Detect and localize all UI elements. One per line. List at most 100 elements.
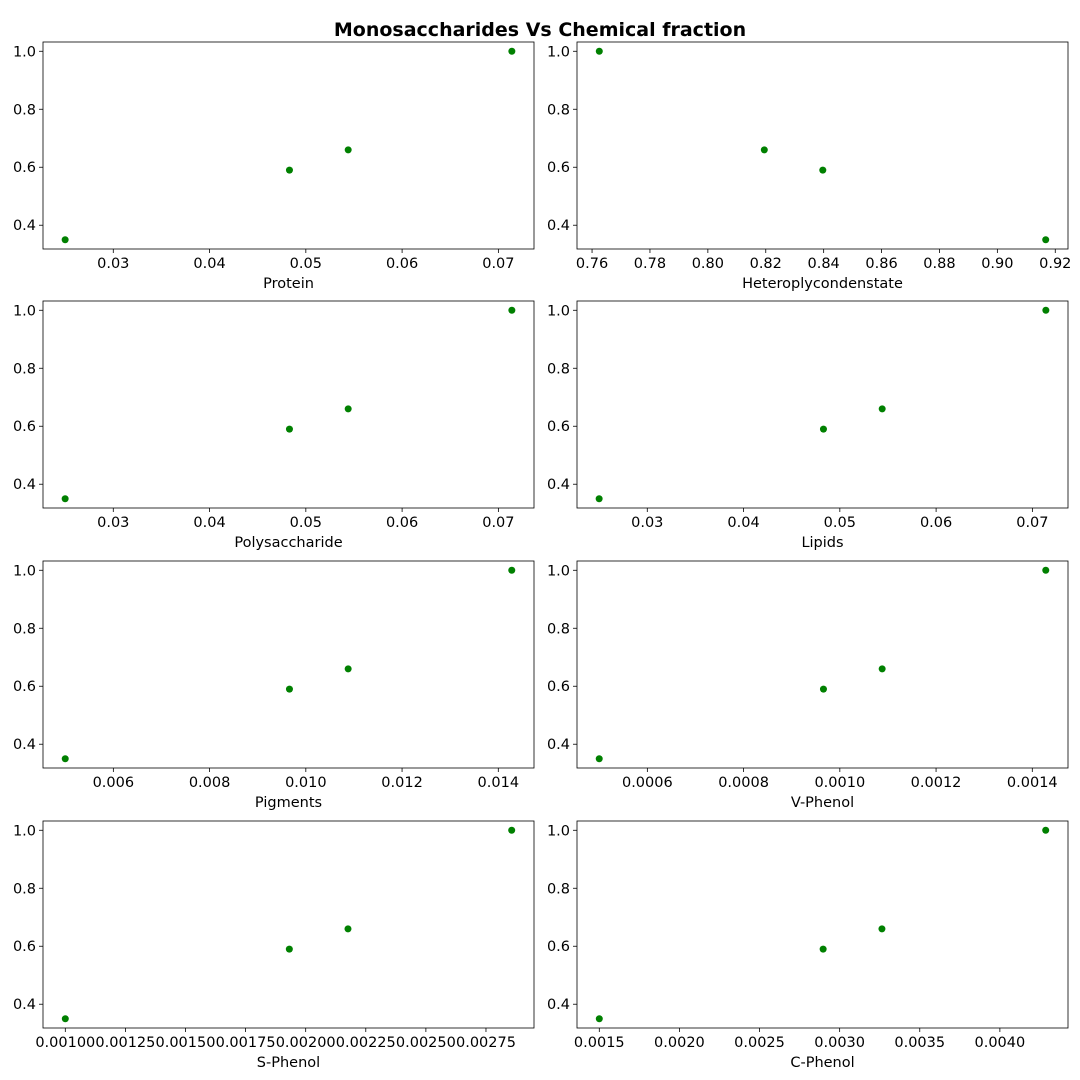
- y-tick-label: 0.8: [547, 621, 570, 637]
- x-tick-label: 0.00150: [156, 1035, 216, 1051]
- data-point: [595, 495, 603, 503]
- x-tick-label: 0.82: [750, 256, 782, 272]
- y-tick-label: 1.0: [547, 823, 570, 839]
- panel-1: 0.03 0.04 0.05 0.06 0.07 0.4 0.6 0.8 1.0 Protein: [13, 41, 535, 292]
- x-tick-label: 0.78: [634, 256, 666, 272]
- y-tick-label: 0.6: [13, 939, 36, 955]
- y-tick-label: 0.8: [13, 361, 36, 377]
- data-point: [595, 755, 603, 763]
- x-axis-label: Heteroplycondenstate: [742, 276, 903, 292]
- y-tick-label: 0.6: [547, 160, 570, 176]
- x-tick-label: 0.04: [193, 515, 225, 531]
- data-point: [819, 945, 827, 953]
- x-axis-label: Pigments: [255, 795, 322, 811]
- y-tick-label: 0.4: [547, 997, 570, 1013]
- y-tick-label: 0.8: [13, 102, 36, 118]
- y-tick-label: 0.6: [547, 939, 570, 955]
- panel-7: 0.00100 0.00125 0.00150 0.00175 0.00200 0.002…: [13, 820, 535, 1071]
- y-tick-label: 0.4: [13, 997, 36, 1013]
- data-point: [819, 425, 827, 433]
- x-tick-label: 0.06: [386, 515, 418, 531]
- x-tick-label: 0.0015: [574, 1035, 625, 1051]
- x-tick-label: 0.03: [97, 256, 129, 272]
- x-tick-label: 0.07: [482, 256, 514, 272]
- y-tick-label: 0.4: [13, 218, 36, 234]
- y-tick-label: 0.6: [547, 679, 570, 695]
- y-tick-label: 0.8: [547, 361, 570, 377]
- y-tick-label: 0.4: [13, 477, 36, 493]
- data-point: [285, 425, 293, 433]
- x-axis-label: Lipids: [801, 535, 843, 551]
- data-point: [344, 405, 352, 413]
- data-point: [1042, 236, 1050, 244]
- x-tick-label: 0.0006: [622, 775, 673, 791]
- x-tick-label: 0.84: [808, 256, 840, 272]
- x-axis-label: Polysaccharide: [234, 535, 342, 551]
- y-tick-label: 1.0: [13, 563, 36, 579]
- x-tick-label: 0.80: [692, 256, 724, 272]
- plot-frame: [576, 300, 1069, 509]
- data-point: [508, 47, 516, 55]
- plot-frame: [576, 41, 1069, 250]
- data-point: [344, 146, 352, 154]
- x-tick-label: 0.03: [631, 515, 663, 531]
- y-tick-label: 0.4: [547, 477, 570, 493]
- x-tick-label: 0.0040: [974, 1035, 1025, 1051]
- x-tick-label: 0.06: [386, 256, 418, 272]
- data-point: [819, 685, 827, 693]
- x-tick-label: 0.00250: [396, 1035, 456, 1051]
- plot-frame: [576, 560, 1069, 769]
- x-tick-label: 0.006: [93, 775, 135, 791]
- y-tick-label: 1.0: [13, 303, 36, 319]
- x-tick-label: 0.90: [981, 256, 1013, 272]
- data-point: [595, 47, 603, 55]
- data-point: [1042, 566, 1050, 574]
- data-point: [344, 665, 352, 673]
- y-tick-label: 0.8: [547, 102, 570, 118]
- x-tick-label: 0.00225: [336, 1035, 396, 1051]
- data-point: [1042, 826, 1050, 834]
- data-point: [508, 826, 516, 834]
- x-tick-label: 0.0014: [1007, 775, 1058, 791]
- data-point: [878, 405, 886, 413]
- x-tick-label: 0.0012: [911, 775, 962, 791]
- y-tick-label: 1.0: [547, 563, 570, 579]
- y-tick-label: 0.8: [13, 621, 36, 637]
- y-tick-label: 0.6: [13, 679, 36, 695]
- x-tick-label: 0.0008: [718, 775, 769, 791]
- x-axis-label: V-Phenol: [791, 795, 854, 811]
- y-tick-label: 0.4: [13, 737, 36, 753]
- y-tick-label: 0.6: [13, 419, 36, 435]
- x-tick-label: 0.06: [920, 515, 952, 531]
- x-tick-label: 0.0025: [734, 1035, 785, 1051]
- x-tick-label: 0.04: [727, 515, 759, 531]
- x-tick-label: 0.0020: [654, 1035, 705, 1051]
- data-point: [595, 1015, 603, 1023]
- data-point: [61, 1015, 69, 1023]
- data-point: [508, 306, 516, 314]
- y-tick-label: 0.4: [547, 737, 570, 753]
- plot-frame: [42, 41, 535, 250]
- x-tick-label: 0.010: [285, 775, 327, 791]
- x-tick-label: 0.008: [189, 775, 231, 791]
- x-tick-label: 0.00100: [35, 1035, 95, 1051]
- panel-2: 0.76 0.78 0.80 0.82 0.84 0.86 0.88 0.90 0.92 0.4 0…: [547, 41, 1071, 292]
- plot-frame: [42, 300, 535, 509]
- x-tick-label: 0.07: [482, 515, 514, 531]
- figure-title: Monosaccharides Vs Chemical fraction: [333, 19, 747, 41]
- x-axis-label: C-Phenol: [790, 1055, 854, 1071]
- panel-6: 0.0006 0.0008 0.0010 0.0012 0.0014 0.4 0.6 0.8 1…: [547, 560, 1069, 811]
- x-tick-label: 0.05: [824, 515, 856, 531]
- plot-frame: [42, 820, 535, 1029]
- y-tick-label: 1.0: [13, 44, 36, 60]
- data-point: [760, 146, 768, 154]
- x-tick-label: 0.05: [290, 256, 322, 272]
- x-tick-label: 0.03: [97, 515, 129, 531]
- data-point: [878, 925, 886, 933]
- x-tick-label: 0.012: [381, 775, 423, 791]
- y-tick-label: 0.4: [547, 218, 570, 234]
- plot-frame: [576, 820, 1069, 1029]
- data-point: [508, 566, 516, 574]
- x-tick-label: 0.00125: [95, 1035, 155, 1051]
